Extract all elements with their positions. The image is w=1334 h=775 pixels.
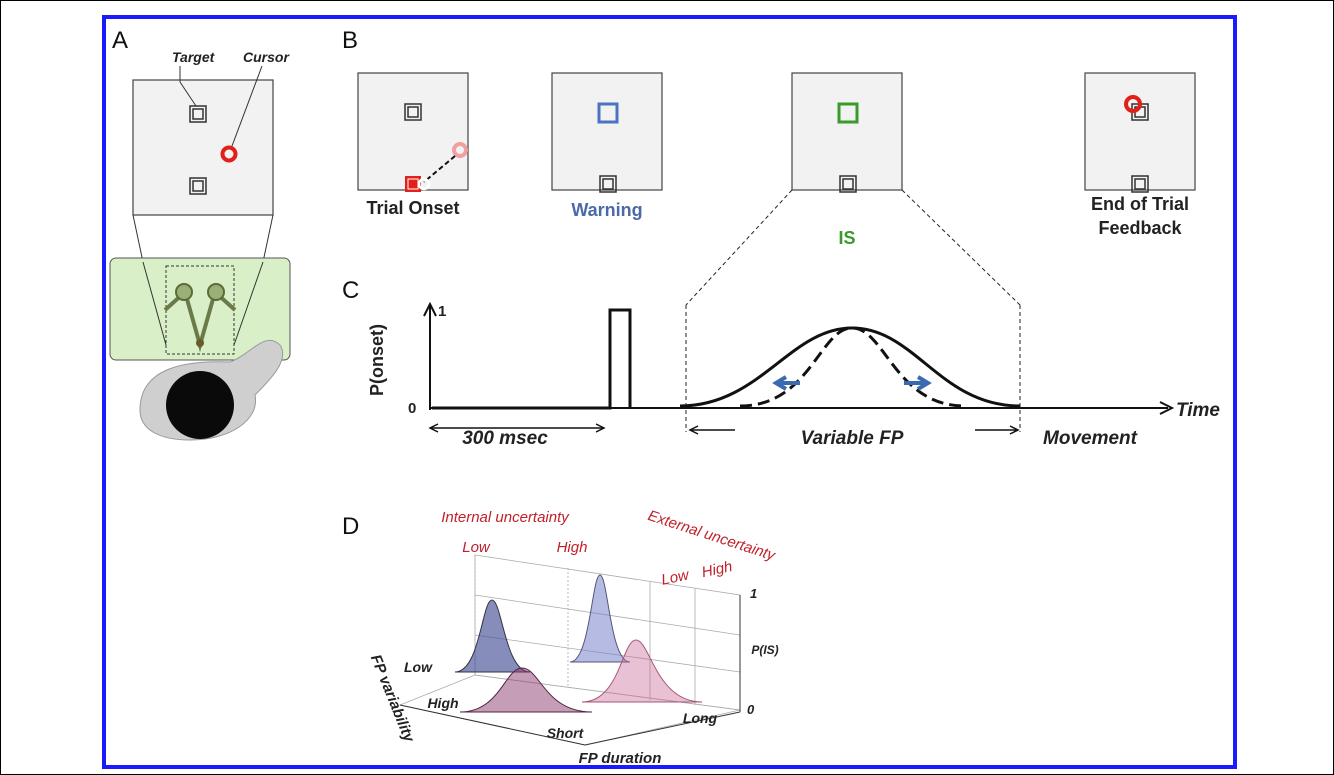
axis-label: 1 xyxy=(750,586,757,601)
axis-label: Low xyxy=(404,659,433,675)
panel-a-shape xyxy=(196,339,204,347)
screen-trial-onset xyxy=(358,73,468,192)
panel-label: C xyxy=(342,277,359,304)
figure: A Target Cursor B xyxy=(0,0,1334,775)
axis-label: Long xyxy=(683,710,718,726)
axis-label: Low xyxy=(462,539,491,556)
caption: Feedback xyxy=(1098,218,1182,238)
screen-is-shape xyxy=(792,73,902,190)
screen-warning-shape xyxy=(552,73,662,190)
caption: IS xyxy=(838,228,855,248)
axis-title: FP duration xyxy=(579,750,662,767)
y-bottom-label: 0 xyxy=(408,400,416,417)
panel-a-shape xyxy=(208,284,224,300)
screen-feedback xyxy=(1085,73,1195,192)
screen-feedback-shape xyxy=(1085,73,1195,190)
axis-label: 0 xyxy=(747,702,755,717)
panel-a-shape xyxy=(166,371,234,439)
screen-warning xyxy=(552,73,662,192)
span-label: 300 msec xyxy=(462,428,548,449)
y-axis-label: P(onset) xyxy=(367,324,387,396)
axis-label: Short xyxy=(547,725,585,741)
caption: Trial Onset xyxy=(366,198,459,218)
panel-label: D xyxy=(342,513,359,540)
screen-trial-onset-shape xyxy=(358,73,468,190)
axis-label: High xyxy=(427,695,458,711)
screen-is xyxy=(792,73,902,192)
span-label: Variable FP xyxy=(801,428,904,449)
y-top-label: 1 xyxy=(438,303,446,320)
caption: End of Trial xyxy=(1091,194,1189,214)
x-axis-label: Time xyxy=(1176,400,1220,421)
axis-title: Internal uncertainty xyxy=(441,509,570,526)
panel-label: A xyxy=(112,27,128,54)
panel-a-shape xyxy=(176,284,192,300)
span-label: Movement xyxy=(1043,428,1138,449)
panel-label: B xyxy=(342,27,358,54)
axis-title: P(IS) xyxy=(751,643,778,657)
axis-label: High xyxy=(557,539,588,556)
cursor-label: Cursor xyxy=(243,49,290,65)
target-label: Target xyxy=(172,49,216,65)
caption: Warning xyxy=(571,200,642,220)
